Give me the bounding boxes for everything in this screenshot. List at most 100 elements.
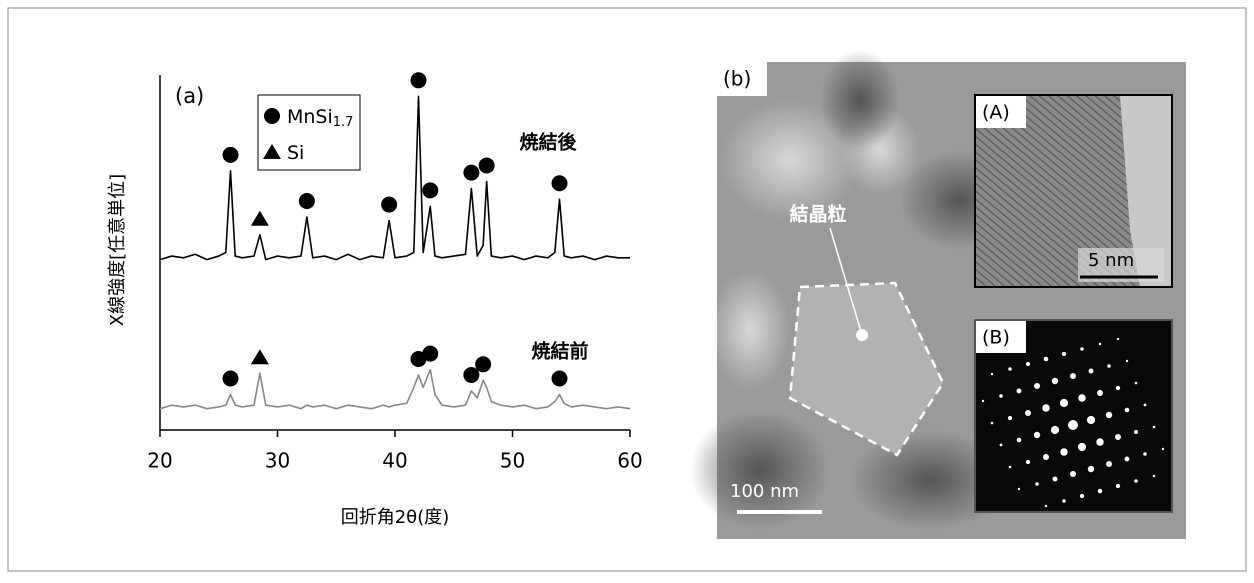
micrograph: 結晶粒 (b) 100 nm (A) 5 nm (B)	[690, 50, 1186, 539]
spot	[1116, 386, 1120, 390]
spot	[1080, 494, 1084, 498]
spot	[1017, 389, 1022, 394]
spot	[1060, 448, 1067, 455]
spot	[1125, 408, 1130, 413]
spot	[1106, 412, 1112, 418]
spot	[1052, 378, 1058, 384]
legend-subscript: 1.7	[333, 115, 354, 130]
spot	[1087, 416, 1095, 424]
spot	[1026, 362, 1030, 366]
y-axis-title: X線強度[任意単位]	[107, 174, 128, 326]
spot	[1008, 416, 1012, 420]
spot	[1099, 343, 1101, 345]
peak-marker	[422, 346, 438, 362]
peak-marker	[552, 371, 568, 387]
spot	[991, 373, 993, 375]
spot	[1153, 426, 1156, 429]
legend-label: Si	[287, 142, 304, 164]
spot	[1080, 347, 1084, 351]
spot	[1144, 404, 1147, 407]
spot	[1162, 448, 1164, 450]
spot	[1043, 454, 1049, 460]
x-tick-label: 60	[617, 449, 642, 473]
spot	[1018, 488, 1020, 490]
spot	[1153, 475, 1155, 477]
peak-marker	[422, 182, 438, 198]
spot	[1026, 460, 1030, 464]
spot	[1096, 438, 1103, 445]
peak-marker	[223, 147, 239, 163]
spot	[1115, 434, 1121, 440]
annotation: 結晶粒	[789, 203, 846, 226]
spot	[1053, 477, 1058, 482]
spot	[1044, 357, 1049, 362]
spot	[1097, 390, 1103, 396]
spot	[1034, 383, 1040, 389]
spot	[999, 394, 1003, 398]
spot	[1060, 399, 1068, 407]
inset-label: (B)	[982, 327, 1010, 349]
peak-marker	[381, 197, 397, 213]
panel-label: (a)	[175, 84, 204, 108]
spot	[1125, 457, 1130, 462]
inset-scale-label: 5 nm	[1088, 250, 1134, 271]
peak-marker	[552, 175, 568, 191]
peak-marker	[479, 158, 495, 174]
spot	[1068, 420, 1078, 430]
x-tick-label: 40	[382, 449, 407, 473]
x-tick-label: 20	[147, 449, 172, 473]
spot	[1116, 484, 1120, 488]
inset-label: (A)	[982, 102, 1010, 124]
spot	[1051, 426, 1059, 434]
x-tick-label: 30	[265, 449, 290, 473]
spot	[1070, 471, 1076, 477]
spot	[982, 400, 984, 402]
series-label: 焼結前	[531, 340, 588, 363]
spot	[1078, 443, 1086, 451]
series-label: 焼結後	[519, 131, 577, 154]
spot	[1009, 466, 1012, 469]
spot	[1089, 369, 1094, 374]
figure: (a) 回折角2θ(度) X線強度[任意単位] 20 30 40 50 60 焼結後焼結前…	[0, 0, 1254, 579]
spot	[1143, 452, 1147, 456]
x-axis-title: 回折角2θ(度)	[341, 507, 450, 528]
scale-bar-label: 100 nm	[730, 481, 799, 502]
spot	[1107, 364, 1111, 368]
spot	[1000, 444, 1003, 447]
annotation-dot	[856, 329, 868, 341]
peak-marker	[475, 356, 491, 372]
spot	[1134, 479, 1138, 483]
spot	[1134, 430, 1138, 434]
spot	[1034, 432, 1040, 438]
legend-text: Si	[287, 142, 304, 164]
peak-marker	[299, 193, 315, 209]
spot	[1025, 410, 1031, 416]
spot	[1126, 360, 1128, 362]
legend-text: MnSi	[287, 106, 333, 128]
spot	[991, 422, 994, 425]
x-tick-label: 50	[500, 449, 525, 473]
spot	[1035, 482, 1039, 486]
panel-label: (b)	[723, 67, 751, 91]
spot	[1062, 499, 1066, 503]
spot	[1008, 367, 1012, 371]
legend-symbol	[264, 108, 280, 124]
spot	[1070, 373, 1076, 379]
peak-marker	[411, 72, 427, 88]
xrd-chart: (a) 回折角2θ(度) X線強度[任意単位] 20 30 40 50 60 焼結後焼結前…	[107, 72, 643, 528]
peak-marker	[223, 371, 239, 387]
grain	[820, 50, 900, 150]
spot	[1045, 505, 1047, 507]
spot	[1042, 404, 1049, 411]
peak-marker	[463, 165, 479, 181]
spot	[1078, 394, 1085, 401]
spot	[1088, 466, 1094, 472]
grain	[710, 270, 790, 390]
spot	[1106, 461, 1112, 467]
peak-marker	[251, 349, 269, 364]
spot	[1117, 338, 1119, 340]
spot	[1017, 438, 1022, 443]
spot	[1135, 382, 1138, 385]
spot	[1098, 489, 1103, 494]
spot	[1062, 352, 1066, 356]
